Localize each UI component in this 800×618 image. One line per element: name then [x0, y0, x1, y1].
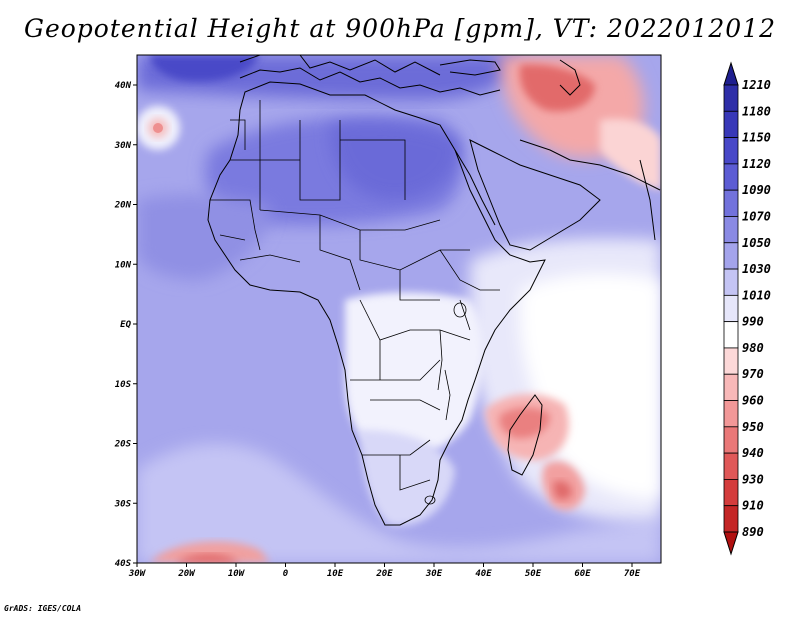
- colorbar-label: 1120: [742, 157, 771, 171]
- colorbar-label: 990: [742, 315, 764, 329]
- colorbar-swatch: [723, 84, 739, 112]
- lat-tick-label: 20S: [114, 440, 132, 450]
- colorbar-swatch: [723, 479, 739, 507]
- map-frame: [136, 54, 662, 564]
- colorbar-label: 1030: [742, 262, 771, 276]
- lon-tick-label: 70E: [624, 569, 641, 579]
- colorbar-label: 1010: [742, 288, 771, 302]
- lon-tick-label: 50E: [525, 569, 542, 579]
- colorbar-swatch: [723, 452, 739, 480]
- lon-tick-label: 0: [283, 569, 289, 579]
- colorbar-label: 970: [742, 367, 764, 381]
- colorbar-label: 960: [742, 394, 764, 408]
- colorbar-swatch: [723, 321, 739, 349]
- colorbar-swatch: [723, 505, 739, 533]
- lat-tick-label: 20N: [114, 201, 132, 211]
- lat-tick-label: 40S: [115, 559, 132, 569]
- height-field: [137, 55, 661, 563]
- colorbar-swatch: [723, 137, 739, 165]
- colorbar-label: 1210: [742, 78, 771, 92]
- colorbar-label: 890: [742, 525, 764, 539]
- colorbar-label: 1090: [742, 183, 771, 197]
- lat-tick-label: 40N: [115, 81, 132, 91]
- lon-tick-label: 10W: [228, 569, 246, 579]
- colorbar-label: 1150: [742, 131, 771, 145]
- colorbar-swatch: [723, 110, 739, 138]
- lon-tick-label: 30W: [128, 569, 147, 579]
- lakes: [424, 302, 467, 505]
- colorbar-swatch: [723, 216, 739, 244]
- lon-tick-label: 60E: [574, 569, 591, 579]
- lat-tick-label: 10N: [115, 260, 132, 270]
- lon-tick-label: 10E: [327, 569, 344, 579]
- lat-tick-label: 30N: [114, 141, 132, 151]
- lon-tick-label: 40E: [475, 569, 492, 579]
- lat-tick-label: 30S: [114, 499, 132, 509]
- colorbar-label: 1180: [742, 104, 771, 118]
- colorbar-swatch: [723, 426, 739, 454]
- colorbar: 1210 1180 1150 1120 1090 1070 1050 1030 1010 990 9…: [723, 61, 771, 556]
- country-borders: [210, 100, 500, 491]
- lat-tick-label: 10S: [115, 380, 132, 390]
- lat-tick-label: EQ: [120, 320, 131, 330]
- colorbar-swatch: [723, 294, 739, 323]
- colorbar-label: 1050: [742, 236, 771, 250]
- colorbar-label: 930: [742, 472, 764, 486]
- colorbar-label: 1070: [742, 209, 771, 223]
- colorbar-swatch: [723, 268, 739, 296]
- colorbar-swatch: [723, 347, 739, 375]
- latitude-axis: 40N 30N 20N 10N EQ 10S 20S 30S 40S: [114, 81, 137, 569]
- colorbar-label: 940: [742, 446, 764, 460]
- longitude-axis: 30W 20W 10W 0 10E 20E 30E 40E 50E 60E 70E: [128, 563, 641, 579]
- lon-tick-label: 30E: [425, 569, 443, 579]
- lon-tick-label: 20E: [375, 569, 393, 579]
- colorbar-swatch: [723, 163, 739, 191]
- lon-tick-label: 20W: [177, 569, 196, 579]
- colorbar-arrow-bottom: [723, 531, 739, 556]
- grads-credit: GrADS: IGES/COLA: [4, 604, 82, 613]
- colorbar-swatch: [723, 242, 739, 270]
- colorbar-label: 910: [742, 499, 764, 513]
- coastlines: [207, 55, 661, 526]
- colorbar-swatch: [723, 189, 739, 217]
- colorbar-label: 950: [742, 420, 764, 434]
- colorbar-swatch: [723, 373, 739, 401]
- colorbar-label: 980: [742, 341, 764, 355]
- colorbar-swatch: [723, 400, 739, 428]
- chart-title: Geopotential Height at 900hPa [gpm], VT:…: [23, 14, 777, 43]
- colorbar-arrow-top: [723, 61, 739, 86]
